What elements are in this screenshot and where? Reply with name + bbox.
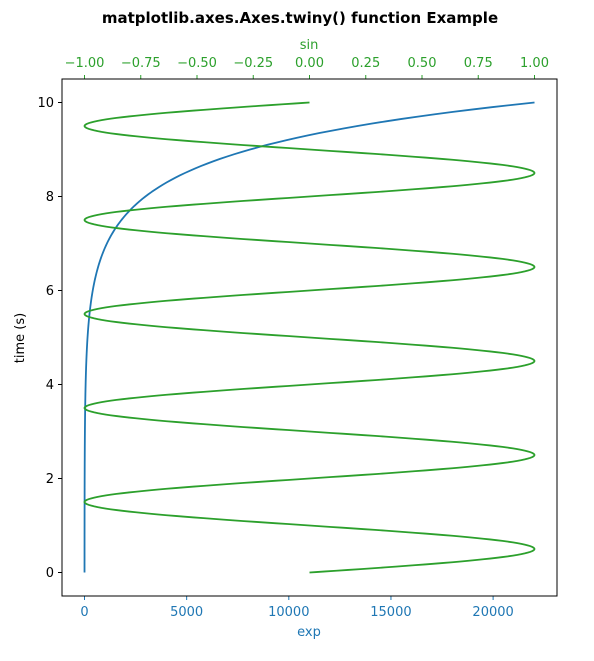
bottom-tick-label: 20000 [472,605,513,620]
bottom-axis-label: exp [297,625,321,640]
bottom-tick-label: 5000 [170,605,203,620]
top-tick-label: 1.00 [520,56,549,71]
y-tick-label: 2 [46,472,54,487]
top-tick-label: 0.25 [351,56,380,71]
y-tick-label: 4 [46,378,54,393]
top-tick-label: 0.50 [408,56,437,71]
top-tick-label: 0.75 [464,56,493,71]
y-tick-label: 0 [46,566,54,581]
bottom-tick-label: 15000 [370,605,411,620]
axes-layer: 0 2 4 6 8 10 0 5000 10000 15000 20000 −1.00 −0.75 −0.… [37,56,549,620]
exp-series-line [83,101,535,573]
sin-series-line [83,101,536,574]
bottom-tick-label: 0 [80,605,88,620]
top-axis-label: sin [300,38,319,53]
y-tick-label: 6 [46,284,54,299]
y-tick-label: 8 [46,190,54,205]
top-tick-label: 0.00 [295,56,324,71]
y-axis-label: time (s) [13,313,28,363]
top-tick-label: −0.25 [233,56,273,71]
y-tick-label: 10 [37,96,54,111]
plot-frame [61,78,558,597]
top-tick-label: −0.75 [121,56,161,71]
top-tick-label: −0.50 [177,56,217,71]
series-layer [83,101,536,574]
top-tick-label: −1.00 [65,56,105,71]
chart-title: matplotlib.axes.Axes.twiny() function Ex… [102,9,498,27]
bottom-tick-label: 10000 [268,605,309,620]
